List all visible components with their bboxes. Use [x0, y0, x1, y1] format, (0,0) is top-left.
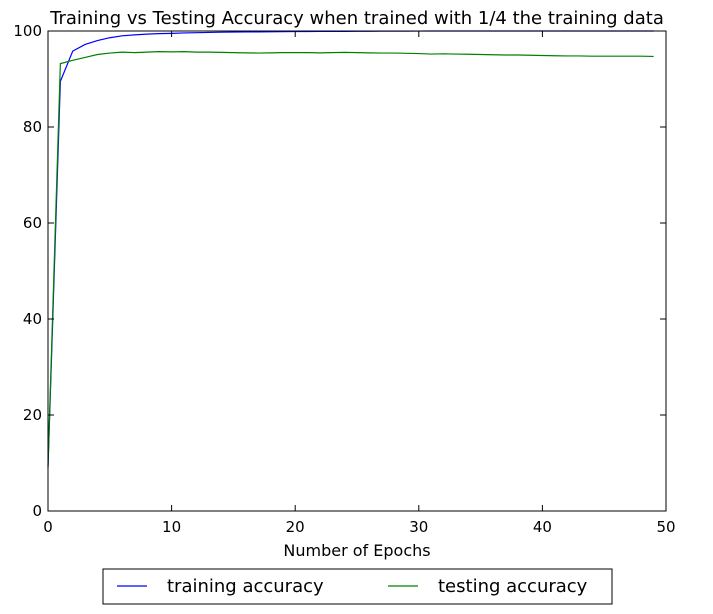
x-tick-label: 50	[656, 518, 675, 536]
legend: training accuracy testing accuracy	[102, 568, 613, 605]
x-tick-label: 10	[162, 518, 181, 536]
y-tick-label: 80	[23, 118, 42, 136]
plot-area: 0 10 20 30 40 50 0 20 40 60 80 100	[13, 22, 675, 536]
series-line-testing-accuracy	[47, 51, 654, 466]
x-tick-label: 30	[409, 518, 428, 536]
x-tick-label: 0	[43, 518, 53, 536]
y-tick-label: 100	[13, 22, 42, 40]
x-axis-label: Number of Epochs	[283, 541, 430, 560]
x-tick-label: 20	[286, 518, 305, 536]
y-tick-label: 0	[32, 502, 42, 520]
plot-frame	[47, 30, 667, 512]
x-tick-label: 40	[533, 518, 552, 536]
series-line-training-accuracy	[47, 30, 654, 468]
legend-label: training accuracy	[167, 576, 324, 597]
y-tick-label: 60	[23, 214, 42, 232]
y-tick-label: 40	[23, 310, 42, 328]
chart-title: Training vs Testing Accuracy when traine…	[49, 8, 664, 29]
legend-label: testing accuracy	[438, 576, 588, 597]
legend-box	[102, 568, 613, 605]
y-tick-label: 20	[23, 406, 42, 424]
